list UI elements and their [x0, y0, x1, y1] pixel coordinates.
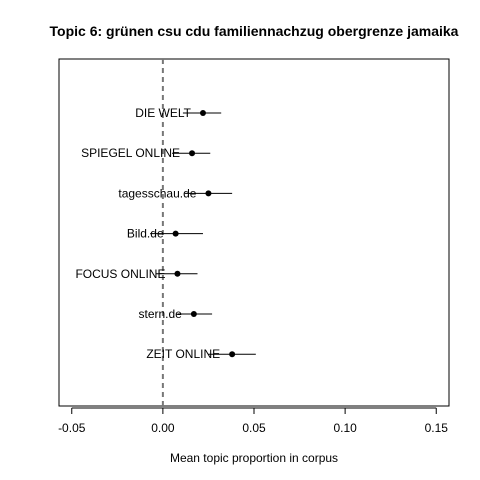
- category-label: tagesschau.de: [118, 186, 196, 200]
- point-group-zeit-online: ZEIT ONLINE: [146, 347, 256, 361]
- point-estimate: [205, 190, 212, 197]
- point-group-tagesschau-de: tagesschau.de: [118, 186, 233, 200]
- category-label: FOCUS ONLINE: [75, 267, 165, 281]
- point-estimate: [190, 311, 197, 317]
- point-group-focus-online: FOCUS ONLINE: [75, 267, 198, 281]
- point-estimate: [199, 110, 206, 116]
- x-axis-label: Mean topic proportion in corpus: [170, 451, 338, 465]
- point-group-bild-de: Bild.de: [127, 227, 203, 241]
- point-estimate: [189, 150, 196, 157]
- point-group-stern-de: stern.de: [139, 307, 213, 321]
- x-tick-label: -0.05: [58, 421, 86, 435]
- x-tick-label: 0.10: [333, 421, 357, 435]
- x-tick-label: 0.15: [425, 421, 449, 435]
- chart-title: Topic 6: grünen csu cdu familiennachzug …: [50, 23, 459, 39]
- x-tick-label: 0.00: [151, 421, 175, 435]
- point-estimate: [229, 351, 236, 358]
- point-group-die-welt: DIE WELT: [135, 106, 222, 120]
- point-group-spiegel-online: SPIEGEL ONLINE: [81, 146, 211, 160]
- marks-layer: DIE WELT SPIEGEL ONLINE tagesschau.de Bild.…: [75, 106, 256, 361]
- category-label: stern.de: [139, 307, 183, 321]
- plot-frame: [58, 58, 450, 407]
- x-axis: -0.05 0.00 0.05 0.10 0.15: [58, 407, 449, 435]
- category-label: Bild.de: [127, 227, 164, 241]
- category-label: ZEIT ONLINE: [146, 347, 220, 361]
- x-tick-label: 0.05: [242, 421, 266, 435]
- category-label: DIE WELT: [135, 106, 191, 120]
- point-estimate: [174, 270, 181, 277]
- category-label: SPIEGEL ONLINE: [81, 146, 180, 160]
- point-estimate: [172, 230, 179, 237]
